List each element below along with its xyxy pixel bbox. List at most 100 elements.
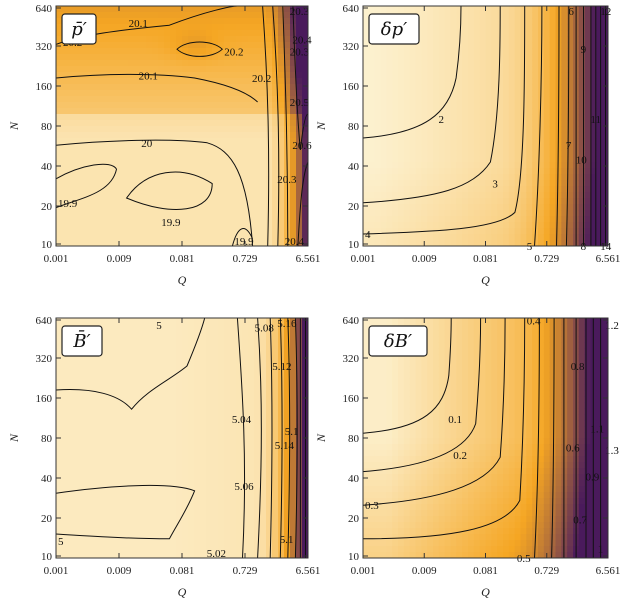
heatmap-cell bbox=[272, 498, 279, 505]
heatmap-cell bbox=[254, 186, 261, 193]
heatmap-cell bbox=[538, 228, 545, 235]
heatmap-cell bbox=[266, 510, 273, 517]
heatmap-cell bbox=[508, 198, 516, 205]
heatmap-cell bbox=[363, 240, 370, 246]
heatmap-cell bbox=[398, 60, 405, 67]
heatmap-cell bbox=[194, 552, 201, 558]
heatmap-cell bbox=[134, 360, 141, 367]
heatmap-cell bbox=[212, 186, 219, 193]
heatmap-cell bbox=[254, 480, 261, 487]
heatmap-cell bbox=[200, 408, 207, 415]
heatmap-cell bbox=[92, 120, 99, 127]
heatmap-cell bbox=[254, 432, 261, 439]
heatmap-cell bbox=[236, 396, 243, 403]
heatmap-cell bbox=[116, 420, 123, 427]
heatmap-cell bbox=[479, 108, 487, 115]
heatmap-cell bbox=[206, 384, 213, 391]
heatmap-cell bbox=[224, 48, 231, 55]
heatmap-cell bbox=[164, 204, 171, 211]
heatmap-cell bbox=[206, 390, 213, 397]
heatmap-cell bbox=[92, 144, 99, 151]
heatmap-cell bbox=[590, 60, 597, 67]
heatmap-cell bbox=[146, 552, 153, 558]
heatmap-cell bbox=[92, 402, 99, 409]
heatmap-cell bbox=[260, 192, 267, 199]
heatmap-cell bbox=[206, 126, 213, 133]
heatmap-cell bbox=[86, 78, 93, 85]
heatmap-cell bbox=[284, 120, 291, 127]
heatmap-cell bbox=[116, 156, 123, 163]
heatmap-cell bbox=[74, 432, 81, 439]
heatmap-cell bbox=[278, 192, 285, 199]
contour-label: 12 bbox=[600, 6, 611, 18]
heatmap-cell bbox=[433, 60, 440, 67]
heatmap-cell bbox=[92, 504, 99, 511]
heatmap-cell bbox=[200, 42, 207, 49]
heatmap-cell bbox=[206, 156, 213, 163]
heatmap-cell bbox=[218, 234, 225, 241]
heatmap-cell bbox=[194, 84, 201, 91]
heatmap-cell bbox=[266, 366, 273, 373]
heatmap-cell bbox=[164, 102, 171, 109]
heatmap-cell bbox=[116, 186, 123, 193]
heatmap-cell bbox=[508, 108, 516, 115]
heatmap-cell bbox=[578, 210, 586, 217]
heatmap-cell bbox=[561, 54, 568, 61]
heatmap-cell bbox=[503, 192, 510, 199]
heatmap-cell bbox=[578, 240, 586, 246]
heatmap-cell bbox=[86, 150, 93, 157]
heatmap-cell bbox=[158, 90, 165, 97]
heatmap-cell bbox=[188, 360, 195, 367]
heatmap-cell bbox=[242, 372, 249, 379]
heatmap-cell bbox=[508, 240, 516, 246]
heatmap-cell bbox=[248, 450, 255, 457]
heatmap-cell bbox=[92, 114, 99, 121]
heatmap-cell bbox=[86, 180, 93, 187]
heatmap-cell bbox=[456, 126, 463, 133]
heatmap-cell bbox=[122, 72, 129, 79]
heatmap-cell bbox=[116, 360, 123, 367]
heatmap-cell bbox=[170, 204, 177, 211]
heatmap-cell bbox=[266, 354, 273, 361]
heatmap-cell bbox=[503, 168, 510, 175]
heatmap-cell bbox=[427, 78, 434, 85]
heatmap-cell bbox=[302, 114, 308, 121]
heatmap-cell bbox=[520, 204, 527, 211]
heatmap-cell bbox=[386, 198, 393, 205]
heatmap-cell bbox=[218, 546, 225, 553]
heatmap-cell bbox=[164, 18, 171, 25]
heatmap-cell bbox=[86, 432, 93, 439]
heatmap-cell bbox=[56, 126, 63, 133]
heatmap-cell bbox=[248, 78, 255, 85]
heatmap-cell bbox=[158, 186, 165, 193]
heatmap-cell bbox=[188, 144, 195, 151]
heatmap-cell bbox=[296, 102, 303, 109]
heatmap-cell bbox=[80, 204, 87, 211]
heatmap-cell bbox=[236, 216, 243, 223]
heatmap-cell bbox=[503, 96, 510, 103]
heatmap-cell bbox=[164, 528, 171, 535]
heatmap-cell bbox=[218, 510, 225, 517]
heatmap-cell bbox=[254, 330, 261, 337]
heatmap-cell bbox=[152, 360, 159, 367]
heatmap-cell bbox=[485, 84, 492, 91]
heatmap-cell bbox=[584, 36, 592, 43]
heatmap-cell bbox=[62, 102, 69, 109]
heatmap-cell bbox=[260, 492, 267, 499]
heatmap-cell bbox=[266, 42, 273, 49]
heatmap-cell bbox=[74, 120, 81, 127]
heatmap-cell bbox=[146, 90, 153, 97]
heatmap-cell bbox=[176, 408, 183, 415]
heatmap-cell bbox=[284, 48, 291, 55]
heatmap-cell bbox=[206, 456, 213, 463]
heatmap-cell bbox=[403, 60, 411, 67]
heatmap-cell bbox=[188, 30, 195, 37]
heatmap-cell bbox=[62, 384, 69, 391]
heatmap-cell bbox=[415, 198, 422, 205]
heatmap-cell bbox=[555, 222, 562, 229]
heatmap-cell bbox=[134, 372, 141, 379]
heatmap-cell bbox=[170, 186, 177, 193]
heatmap-cell bbox=[514, 102, 522, 109]
heatmap-cell bbox=[438, 180, 446, 187]
heatmap-cell bbox=[230, 156, 237, 163]
